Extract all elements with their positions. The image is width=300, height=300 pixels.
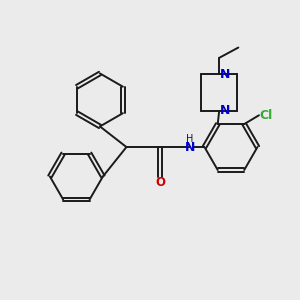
Text: N: N: [220, 104, 230, 117]
Text: O: O: [155, 176, 165, 190]
Text: N: N: [220, 68, 230, 81]
Text: N: N: [184, 141, 195, 154]
Text: H: H: [186, 134, 194, 144]
Text: Cl: Cl: [260, 109, 273, 122]
